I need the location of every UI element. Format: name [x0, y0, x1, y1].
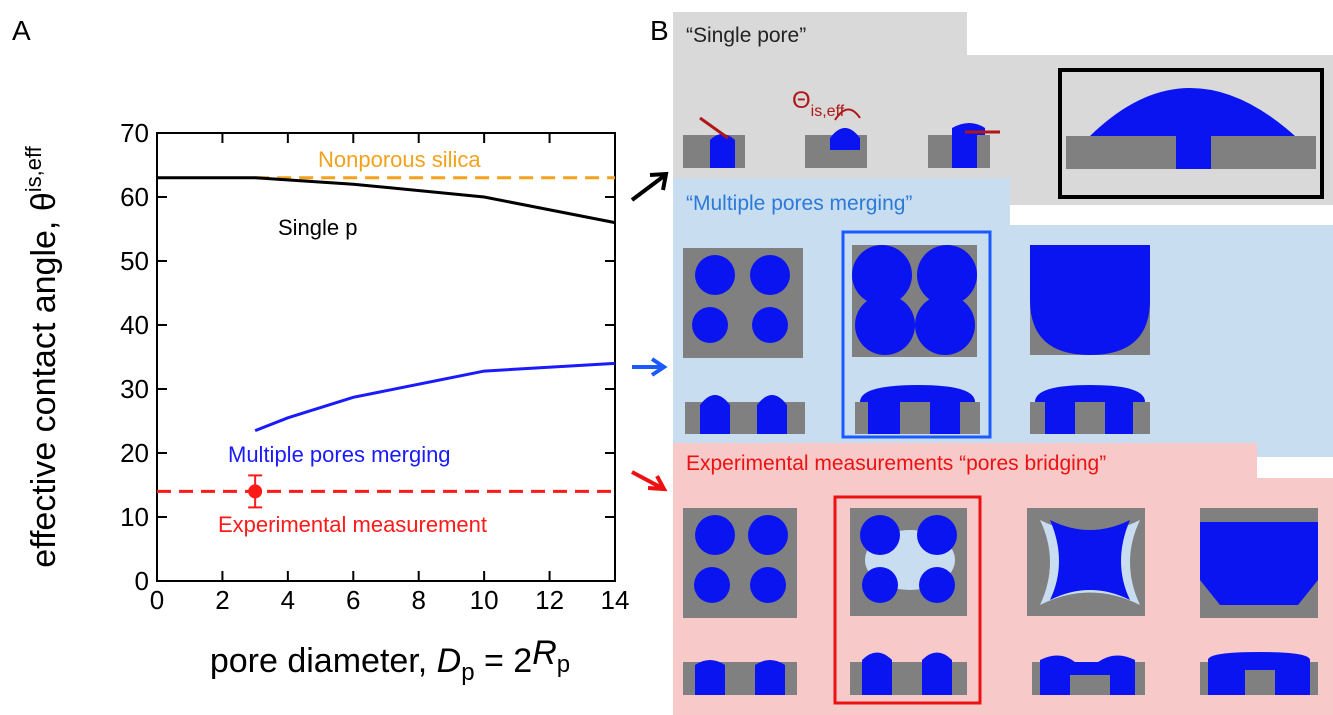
section-title: “Multiple pores merging” — [686, 192, 912, 215]
pore — [695, 255, 735, 295]
x-label-part: p — [557, 651, 570, 678]
figure: A B “Single pore” “Multiple pores mergin… — [0, 0, 1333, 715]
series-line — [157, 178, 615, 223]
arrow — [632, 359, 664, 375]
x-label-part: = 2 — [475, 642, 533, 680]
x-tick-label: 8 — [411, 585, 425, 615]
x-tick-label: 14 — [601, 585, 630, 615]
x-tick-label: 4 — [281, 585, 295, 615]
x-label-part: p — [461, 659, 474, 686]
series-label: Experimental measurement — [218, 512, 487, 537]
panel-label: B — [650, 15, 669, 46]
merged — [1030, 245, 1150, 355]
y-tick-label: 0 — [135, 566, 149, 596]
angle-sub: is,eff — [811, 103, 845, 120]
merged — [1050, 520, 1130, 600]
pore — [919, 567, 955, 603]
x-tick-label: 0 — [150, 585, 164, 615]
pore — [695, 515, 735, 555]
x-tick-label: 6 — [346, 585, 360, 615]
y-label-part: is,eff — [21, 145, 46, 192]
pore — [855, 295, 915, 355]
droplet — [710, 134, 735, 168]
page: A B “Single pore” “Multiple pores mergin… — [0, 0, 1333, 715]
y-tick-label: 20 — [120, 438, 149, 468]
series-line — [255, 363, 615, 430]
y-tick-label: 40 — [120, 310, 149, 340]
y-tick-label: 30 — [120, 374, 149, 404]
x-tick-label: 2 — [215, 585, 229, 615]
x-tick-label: 12 — [535, 585, 564, 615]
arrow — [632, 472, 664, 489]
pore — [862, 567, 898, 603]
y-tick-label: 60 — [120, 182, 149, 212]
x-label-part: D — [437, 642, 462, 680]
y-label-part: effective contact angle, θ — [25, 192, 63, 568]
y-tick-label: 10 — [120, 502, 149, 532]
x-label-part: R — [532, 634, 557, 672]
x-tick-label: 10 — [470, 585, 499, 615]
angle-symbol: Θ — [792, 87, 811, 114]
series-label: Multiple pores merging — [228, 442, 451, 467]
panel-label: A — [12, 15, 31, 46]
y-tick-label: 70 — [120, 118, 149, 148]
pore — [750, 255, 790, 295]
x-axis-label: pore diameter, Dp = 2Rp — [210, 634, 570, 686]
data-point — [248, 484, 262, 498]
section-title: “Single pore” — [686, 24, 806, 47]
series-label: Single p — [278, 215, 358, 240]
y-tick-label: 50 — [120, 246, 149, 276]
arrow — [632, 174, 666, 200]
pore — [694, 567, 730, 603]
merged — [1200, 522, 1318, 605]
section-title: Experimental measurements “pores bridgin… — [686, 452, 1106, 475]
pore — [748, 515, 788, 555]
pore — [915, 295, 975, 355]
pore — [1176, 136, 1211, 169]
pore — [750, 567, 786, 603]
x-label-part: pore diameter, — [210, 642, 437, 680]
pore — [692, 307, 728, 343]
pore — [860, 515, 900, 555]
series-label: Nonporous silica — [318, 147, 481, 172]
pore — [917, 515, 957, 555]
y-axis-label: effective contact angle, θis,eff — [21, 145, 63, 567]
pore — [752, 307, 788, 343]
